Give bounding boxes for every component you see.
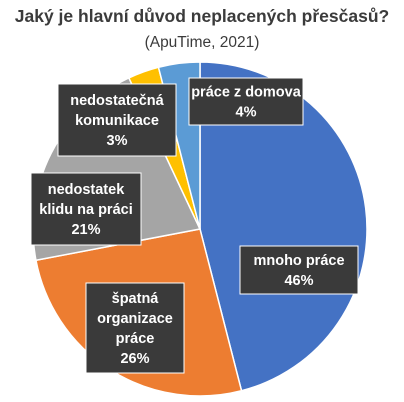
data-label-text: špatná organizace práce 26% bbox=[97, 291, 173, 367]
data-label-box bbox=[239, 245, 359, 295]
chart-subtitle: (ApuTime, 2021) bbox=[144, 34, 260, 51]
data-label-5: práce z domova 4% bbox=[188, 77, 304, 126]
data-label-text: nedostatečná komunikace 3% bbox=[70, 93, 164, 149]
data-label-box bbox=[85, 282, 185, 374]
data-label-4: nedostatečná komunikace 3% bbox=[57, 83, 177, 157]
data-label-text: mnoho práce 46% bbox=[253, 253, 344, 289]
data-label-box bbox=[188, 77, 304, 126]
data-label-box bbox=[30, 172, 142, 246]
data-labels: mnoho práce 46% špatná organizace práce 26% ne… bbox=[30, 77, 359, 374]
data-label-1: mnoho práce 46% bbox=[239, 245, 359, 295]
data-label-box bbox=[57, 83, 177, 157]
data-label-text: nedostatek klidu na práci 21% bbox=[39, 182, 132, 238]
data-label-2: špatná organizace práce 26% bbox=[85, 282, 185, 374]
pie-slice-1 bbox=[199, 61, 368, 392]
data-label-text: práce z domova 4% bbox=[191, 85, 302, 121]
chart-title: Jaký je hlavní důvod neplacených přesčas… bbox=[14, 6, 390, 26]
data-label-3: nedostatek klidu na práci 21% bbox=[30, 172, 142, 246]
